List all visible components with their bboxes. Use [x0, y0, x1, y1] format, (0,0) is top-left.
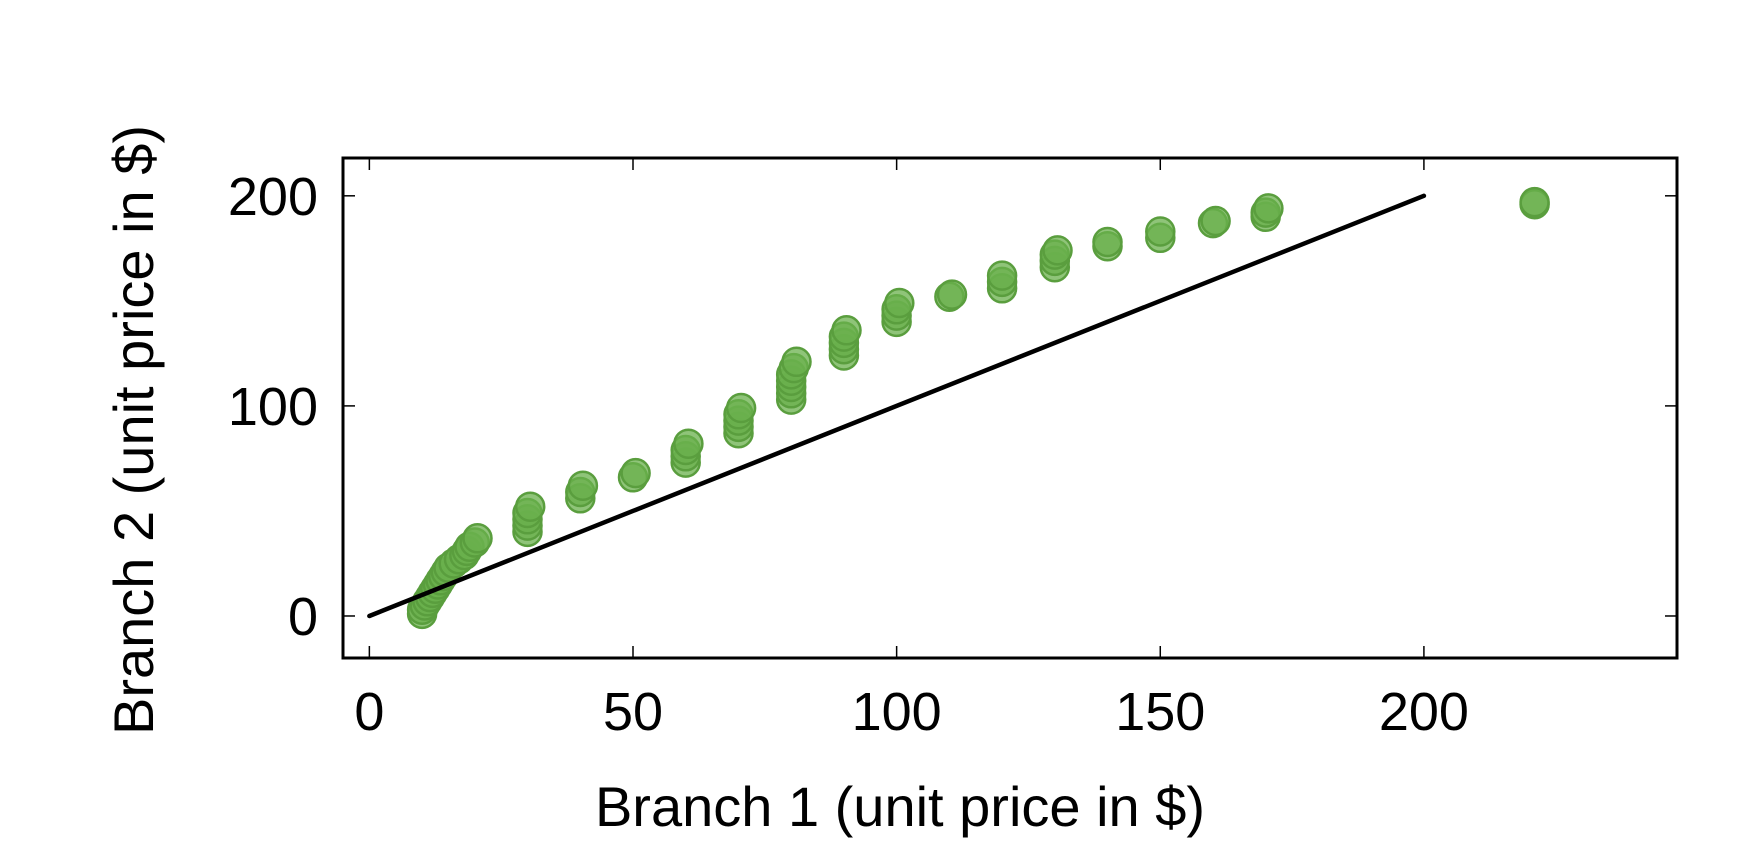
y-tick-labels: 0 100 200: [228, 167, 318, 647]
data-point: [1092, 226, 1123, 258]
data-point: [1519, 186, 1550, 218]
y-axis-label: Branch 2 (unit price in $): [102, 125, 165, 735]
x-tick-label: 0: [354, 682, 384, 742]
data-point: [725, 392, 757, 424]
axis-ticks: [343, 158, 1677, 658]
data-point: [986, 260, 1018, 291]
data-point: [1253, 193, 1284, 224]
data-point: [620, 457, 651, 489]
x-axis-label: Branch 1 (unit price in $): [595, 775, 1205, 838]
data-point: [1200, 205, 1231, 237]
reference-line: [367, 193, 1427, 619]
plot-frame: [341, 156, 1679, 660]
x-tick-labels: 0 50 100 150 200: [354, 682, 1469, 742]
x-tick-label: 100: [852, 682, 942, 742]
data-point: [673, 428, 704, 459]
data-point: [936, 279, 968, 310]
y-tick-label: 0: [288, 587, 318, 647]
y-tick-label: 100: [228, 377, 318, 437]
scatter-markers: [406, 186, 1550, 630]
data-point: [1042, 235, 1073, 266]
data-point: [884, 287, 915, 319]
x-tick-label: 150: [1115, 682, 1205, 742]
data-point: [781, 346, 812, 378]
data-point: [514, 491, 546, 522]
data-point: [1145, 216, 1176, 247]
data-point: [462, 523, 493, 554]
data-point: [831, 315, 862, 346]
data-point: [567, 470, 599, 501]
x-tick-label: 200: [1379, 682, 1469, 742]
y-tick-label: 200: [228, 167, 318, 227]
x-tick-label: 50: [603, 682, 663, 742]
